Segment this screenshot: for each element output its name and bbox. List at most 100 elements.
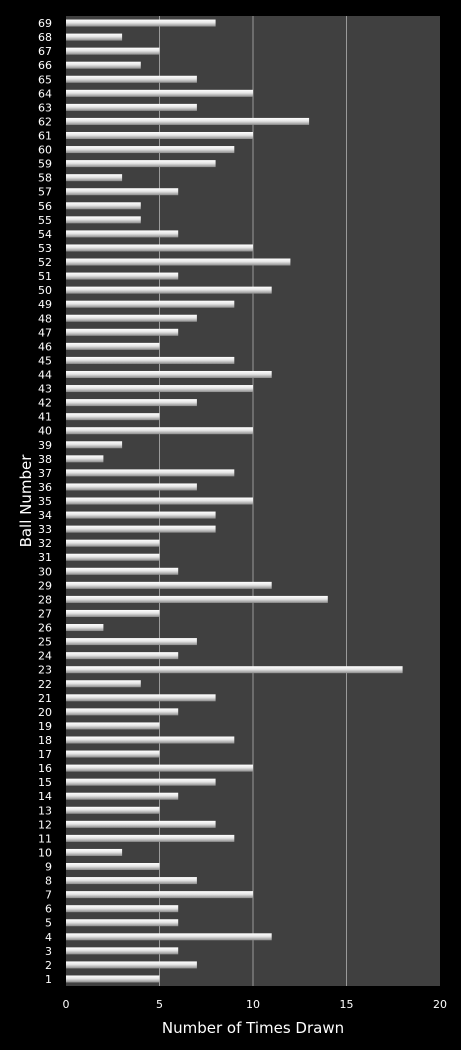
y-tick-label: 60 bbox=[38, 144, 52, 157]
y-tick-label: 8 bbox=[45, 875, 52, 888]
bar-ball-32 bbox=[66, 539, 160, 547]
bar-ball-21 bbox=[66, 694, 216, 702]
bar-ball-52 bbox=[66, 258, 291, 266]
bar-ball-19 bbox=[66, 722, 160, 730]
bar-ball-38 bbox=[66, 455, 104, 463]
y-tick-label: 3 bbox=[45, 945, 52, 958]
bar-ball-48 bbox=[66, 314, 197, 322]
bar-ball-69 bbox=[66, 19, 216, 27]
bar-ball-49 bbox=[66, 300, 235, 308]
bar-ball-5 bbox=[66, 919, 179, 927]
bar-ball-10 bbox=[66, 848, 123, 856]
bar-ball-24 bbox=[66, 652, 179, 660]
bar-ball-35 bbox=[66, 497, 253, 505]
x-tick-label: 10 bbox=[246, 998, 260, 1011]
y-tick-label: 36 bbox=[38, 481, 52, 494]
y-axis-title: Ball Number bbox=[17, 454, 35, 548]
bar-ball-30 bbox=[66, 567, 179, 575]
bar-ball-1 bbox=[66, 975, 160, 983]
y-tick-label: 45 bbox=[38, 354, 52, 367]
bar-ball-22 bbox=[66, 680, 141, 688]
bar-ball-55 bbox=[66, 216, 141, 224]
bar-ball-29 bbox=[66, 581, 272, 589]
bar-ball-46 bbox=[66, 342, 160, 350]
x-tick-label: 20 bbox=[433, 998, 447, 1011]
y-tick-label: 51 bbox=[38, 270, 52, 283]
bar-ball-58 bbox=[66, 174, 123, 182]
y-tick-label: 32 bbox=[38, 537, 52, 550]
y-tick-label: 53 bbox=[38, 242, 52, 255]
bar-ball-62 bbox=[66, 117, 310, 125]
y-tick-label: 52 bbox=[38, 256, 52, 269]
y-tick-label: 68 bbox=[38, 31, 52, 44]
y-tick-label: 28 bbox=[38, 593, 52, 606]
bar-ball-34 bbox=[66, 511, 216, 519]
y-tick-label: 48 bbox=[38, 312, 52, 325]
bar-ball-12 bbox=[66, 820, 216, 828]
bar-ball-63 bbox=[66, 103, 197, 111]
bar-ball-25 bbox=[66, 638, 197, 646]
y-tick-label: 19 bbox=[38, 720, 52, 733]
bars bbox=[66, 19, 403, 983]
bar-ball-26 bbox=[66, 624, 104, 632]
y-tick-label: 61 bbox=[38, 129, 52, 142]
y-tick-label: 56 bbox=[38, 200, 52, 213]
bar-ball-53 bbox=[66, 244, 253, 252]
y-tick-label: 23 bbox=[38, 664, 52, 677]
y-tick-label: 10 bbox=[38, 846, 52, 859]
bar-ball-36 bbox=[66, 483, 197, 491]
bar-ball-68 bbox=[66, 33, 123, 41]
bar-ball-45 bbox=[66, 356, 235, 364]
y-tick-label: 26 bbox=[38, 622, 52, 635]
y-tick-label: 30 bbox=[38, 565, 52, 578]
bar-ball-59 bbox=[66, 160, 216, 168]
bar-ball-3 bbox=[66, 947, 179, 955]
bar-ball-23 bbox=[66, 666, 403, 674]
y-tick-label: 63 bbox=[38, 101, 52, 114]
bar-ball-60 bbox=[66, 146, 235, 154]
y-tick-label: 5 bbox=[45, 917, 52, 930]
y-tick-label: 44 bbox=[38, 368, 52, 381]
bar-ball-28 bbox=[66, 595, 328, 603]
bar-ball-7 bbox=[66, 891, 253, 899]
y-tick-label: 42 bbox=[38, 397, 52, 410]
bar-ball-15 bbox=[66, 778, 216, 786]
y-tick-label: 29 bbox=[38, 579, 52, 592]
y-tick-label: 18 bbox=[38, 734, 52, 747]
y-tick-label: 69 bbox=[38, 17, 52, 30]
x-axis-title: Number of Times Drawn bbox=[162, 1019, 344, 1037]
x-tick-label: 0 bbox=[63, 998, 70, 1011]
y-tick-label: 33 bbox=[38, 523, 52, 536]
bar-ball-33 bbox=[66, 525, 216, 533]
bar-ball-20 bbox=[66, 708, 179, 716]
y-tick-label: 21 bbox=[38, 692, 52, 705]
bar-ball-67 bbox=[66, 47, 160, 55]
y-tick-label: 65 bbox=[38, 73, 52, 86]
y-tick-label: 17 bbox=[38, 748, 52, 761]
y-tick-label: 20 bbox=[38, 706, 52, 719]
y-tick-label: 11 bbox=[38, 832, 52, 845]
x-tick-labels: 0 5 10 15 20 bbox=[63, 998, 448, 1011]
y-tick-label: 25 bbox=[38, 636, 52, 649]
bar-ball-2 bbox=[66, 961, 197, 969]
bar-ball-57 bbox=[66, 188, 179, 196]
y-tick-label: 62 bbox=[38, 115, 52, 128]
bar-ball-41 bbox=[66, 413, 160, 421]
bar-ball-50 bbox=[66, 286, 272, 294]
y-tick-label: 49 bbox=[38, 298, 52, 311]
y-tick-label: 16 bbox=[38, 762, 52, 775]
bar-ball-40 bbox=[66, 427, 253, 435]
y-tick-label: 27 bbox=[38, 607, 52, 620]
y-tick-label: 43 bbox=[38, 383, 52, 396]
bar-ball-14 bbox=[66, 792, 179, 800]
y-tick-label: 9 bbox=[45, 861, 52, 874]
y-tick-label: 35 bbox=[38, 495, 52, 508]
bar-ball-51 bbox=[66, 272, 179, 280]
bar-ball-13 bbox=[66, 806, 160, 814]
bar-ball-47 bbox=[66, 328, 179, 336]
bar-ball-42 bbox=[66, 399, 197, 407]
bar-ball-16 bbox=[66, 764, 253, 772]
bar-ball-4 bbox=[66, 933, 272, 941]
y-tick-label: 58 bbox=[38, 172, 52, 185]
